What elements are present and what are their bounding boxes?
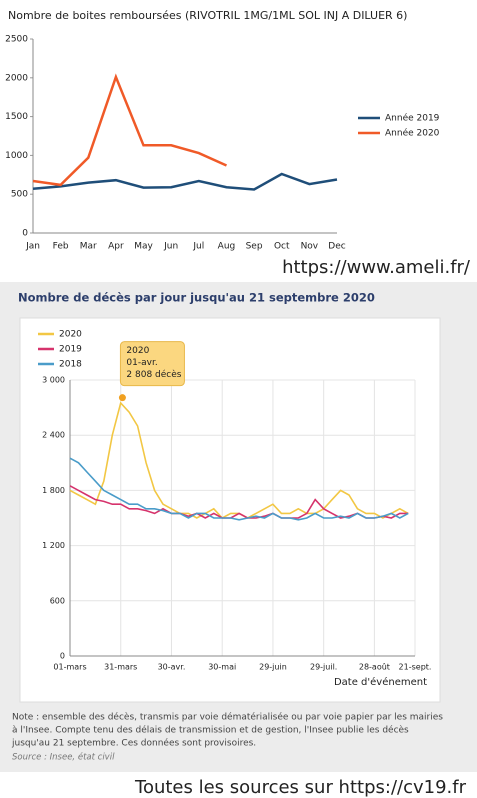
series-line: [32, 172, 338, 191]
x-axis-title: Date d'événement: [334, 676, 427, 688]
chart-title: Nombre de décès par jour jusqu'au 21 sep…: [18, 291, 375, 305]
y-tick-label: 1000: [5, 151, 28, 161]
x-tick-label: Mar: [80, 242, 97, 252]
x-tick-label: Dec: [328, 242, 345, 252]
y-tick-label: 2500: [5, 35, 28, 45]
y-tick-label: 0: [60, 652, 65, 661]
x-tick-label: Feb: [53, 242, 69, 252]
footer: Toutes les sources sur https://cv19.fr: [134, 777, 467, 798]
legend-label: Année 2020: [385, 128, 440, 139]
chart-box: [19, 317, 441, 703]
y-tick-label: 600: [50, 596, 65, 605]
url: https://www.ameli.fr/: [282, 257, 471, 278]
x-tick-label: Jul: [192, 242, 204, 252]
x-tick-label: 31-mars: [104, 663, 137, 672]
series-line: [32, 73, 228, 187]
y-tick-label: 1 800: [42, 486, 65, 495]
y-tick-label: 2 400: [42, 431, 65, 440]
x-tick-label: Apr: [108, 242, 124, 252]
x-tick-label: Jan: [25, 242, 40, 252]
note: jusqu'au 21 septembre. Ces données sont …: [11, 738, 256, 749]
legend-label: 2019: [59, 345, 82, 355]
x-tick-label: 21-sept.: [399, 663, 432, 672]
series-line: [69, 457, 409, 521]
x-tick-label: Jun: [163, 242, 178, 252]
y-tick-label: 1 200: [42, 541, 65, 550]
y-tick-label: 3 000: [42, 376, 65, 385]
series-line: [69, 485, 409, 519]
x-tick-label: Sep: [246, 242, 263, 252]
y-tick-label: 2000: [5, 73, 28, 83]
x-tick-label: 28-août: [359, 663, 390, 672]
x-tick-label: 29-juin: [259, 663, 287, 672]
tooltip-text: 2 808 décès: [126, 369, 181, 380]
x-tick-label: Aug: [218, 242, 236, 252]
y-tick-label: 1500: [5, 112, 28, 122]
y-tick-label: 500: [11, 190, 28, 200]
x-tick-label: 01-mars: [53, 663, 86, 672]
tooltip: [119, 341, 185, 387]
legend-label: 2018: [59, 360, 82, 370]
x-tick-label: 30-avr.: [158, 663, 186, 672]
chart-title: Nombre de boites remboursées (RIVOTRIL 1…: [8, 9, 407, 22]
source: Source : Insee, état civil: [12, 752, 115, 763]
note: à l'Insee. Compte tenu des délais de tra…: [12, 725, 409, 736]
note: Note : ensemble des décès, transmis par …: [12, 712, 443, 723]
y-tick-label: 0: [22, 229, 28, 239]
x-tick-label: 29-juil.: [310, 663, 337, 672]
x-tick-label: Nov: [301, 242, 319, 252]
tooltip-text: 2020: [126, 346, 149, 356]
highlight-point: [118, 394, 126, 402]
x-tick-label: May: [134, 242, 153, 252]
x-tick-label: 30-mai: [208, 663, 236, 672]
legend-label: Année 2019: [385, 113, 440, 124]
x-tick-label: Oct: [274, 242, 290, 252]
tooltip-text: 01-avr.: [126, 358, 157, 368]
legend-label: 2020: [59, 330, 82, 340]
